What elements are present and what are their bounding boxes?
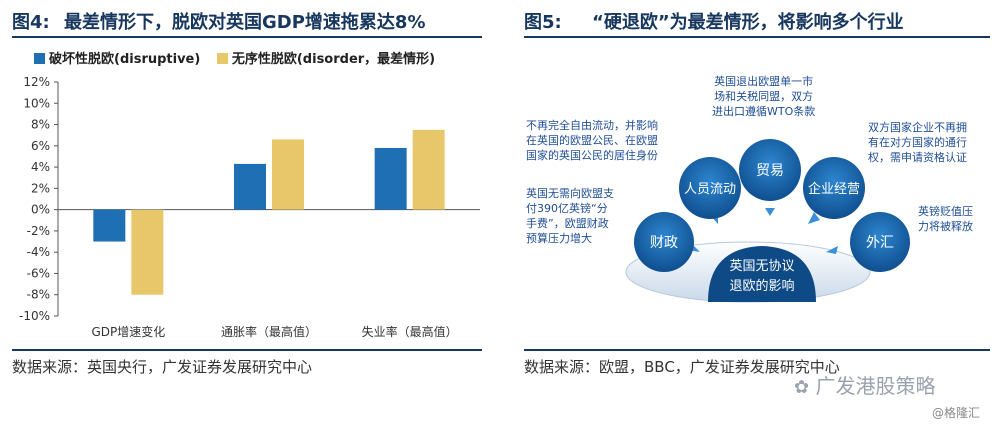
watermark-secondary: @格隆汇 — [932, 406, 981, 420]
circle-fx-label: 外汇 — [866, 235, 894, 251]
circle-fx — [850, 212, 910, 272]
annotation-business: 双方国家企业不再拥 有在对方国家的通行 权，需申请资格认证 — [868, 120, 967, 165]
right-source-rule — [524, 349, 990, 351]
x-tick-label: 失业率（最高值） — [362, 324, 458, 339]
bar-1-1 — [272, 139, 304, 210]
circle-business-label: 企业经营 — [808, 181, 860, 197]
annotation-finance-line-3: 预算压力增大 — [526, 232, 592, 245]
annotation-trade-line-0: 英国退出欧盟单一市 — [714, 75, 814, 88]
annotation-finance-line-2: 手费”，欧盟财政 — [526, 217, 609, 230]
annotation-business-line-1: 有在对方国家的通行 — [868, 136, 967, 149]
annotation-business-line-2: 权，需申请资格认证 — [868, 151, 967, 164]
circle-trade — [739, 139, 801, 201]
watermark: ✿ 广发港股策略 — [794, 370, 935, 399]
annotation-trade-line-1: 场和关税同盟，双方 — [714, 90, 814, 103]
left-figure-title-text: 最差情形下，脱欧对英国GDP增速拖累达8% — [64, 12, 426, 33]
annotation-labor-line-2: 国家的英国公民的居住身份 — [526, 149, 658, 162]
x-tick-label: 通胀率（最高值） — [221, 324, 317, 339]
annotation-finance-line-0: 英国无需向欧盟支 — [526, 187, 614, 200]
bar-chart: -10% -8% -6% -4% -2% 0% 2% 4% 6% 8% 10% 12% GDP增速变化 通… — [19, 75, 480, 339]
circle-labor — [679, 157, 741, 219]
watermark-text: 广发港股策略 — [815, 374, 936, 398]
y-tick-label: 10% — [23, 96, 50, 110]
wechat-icon: ✿ — [794, 377, 810, 398]
y-tick-label: 8% — [31, 118, 50, 132]
annotation-finance: 英国无需向欧盟支 付390亿英镑“分 手费”，欧盟财政 预算压力增大 — [526, 186, 614, 246]
annotation-trade-line-2: 进出口遵循WTO条款 — [712, 105, 816, 118]
y-tick-label: 12% — [23, 75, 50, 89]
legend-label-1: 无序性脱欧(disorder，最差情形) — [231, 52, 436, 67]
left-source: 数据来源：英国央行，广发证券发展研究中心 — [12, 358, 313, 376]
legend-label-0: 破坏性脱欧(disruptive) — [49, 52, 201, 67]
right-figure-title: 图5: “硬退欧”为最差情形，将影响多个行业 — [524, 8, 904, 34]
y-tick-label: -10% — [19, 309, 50, 323]
bar-2-0 — [374, 147, 407, 210]
y-tick-label: -8% — [27, 288, 50, 302]
right-source: 数据来源：欧盟，BBC，广发证券发展研究中心 — [524, 358, 840, 376]
annotation-finance-line-1: 付390亿英镑“分 — [526, 202, 608, 215]
legend-item-1: 无序性脱欧(disorder，最差情形) — [216, 52, 436, 67]
right-title-rule — [524, 36, 990, 38]
circle-business — [803, 157, 865, 219]
annotation-labor-line-1: 在英国的欧盟公民、在欧盟 — [526, 134, 658, 147]
annotation-trade: 英国退出欧盟单一市 场和关税同盟，双方 进出口遵循WTO条款 — [712, 74, 815, 119]
y-tick-label: 6% — [31, 139, 50, 153]
y-tick-label: -4% — [27, 245, 50, 259]
center-label-2: 退欧的影响 — [729, 278, 794, 294]
y-tick-label: -6% — [27, 266, 50, 280]
bar-2-1 — [412, 129, 445, 210]
annotation-fx: 英镑贬值压 力将被释放 — [918, 204, 973, 234]
left-source-rule — [12, 349, 482, 351]
annotation-fx-line-1: 力将被释放 — [918, 220, 973, 233]
right-figure-number: 图5: — [524, 12, 562, 33]
arrow-trade — [765, 208, 775, 216]
center-label-1: 英国无协议 — [729, 259, 794, 274]
annotation-fx-line-0: 英镑贬值压 — [918, 205, 973, 218]
y-tick-label: 4% — [31, 160, 50, 174]
bar-0-0 — [93, 209, 126, 242]
annotation-labor-line-0: 不再完全自由流动，并影响 — [526, 119, 658, 132]
y-tick-label: -2% — [27, 224, 50, 238]
annotation-labor: 不再完全自由流动，并影响 在英国的欧盟公民、在欧盟 国家的英国公民的居住身份 — [526, 118, 658, 163]
circle-trade-label: 贸易 — [756, 163, 784, 179]
legend-swatch-0 — [34, 53, 45, 64]
arrow-business — [808, 212, 820, 224]
left-title-rule — [12, 36, 482, 38]
right-panel: 图5: “硬退欧”为最差情形，将影响多个行业 财政 — [512, 0, 1000, 428]
legend-swatch-1 — [216, 53, 228, 64]
impact-diagram: 财政 人员流动 贸易 企业经营 外汇 英国无协议 退欧的影响 — [625, 139, 910, 303]
chart-legend: 破坏性脱欧(disruptive) 无序性脱欧(disorder，最差情形) — [34, 48, 447, 67]
bar-0-1 — [131, 209, 164, 295]
y-tick-label: 0% — [31, 203, 50, 217]
legend-item-0: 破坏性脱欧(disruptive) — [34, 52, 205, 67]
x-tick-label: GDP增速变化 — [91, 324, 165, 339]
left-figure-title: 图4: 最差情形下，脱欧对英国GDP增速拖累达8% — [12, 8, 425, 34]
circle-finance-label: 财政 — [650, 235, 678, 251]
center-dome — [708, 246, 816, 302]
bar-1-0 — [234, 163, 266, 210]
right-figure-title-text: “硬退欧”为最差情形，将影响多个行业 — [592, 12, 904, 33]
left-panel: 图4: 最差情形下，脱欧对英国GDP增速拖累达8% 破坏性脱欧(disrupti… — [0, 0, 492, 428]
arrow-fx — [826, 246, 838, 254]
circle-finance — [634, 212, 694, 272]
annotation-business-line-0: 双方国家企业不再拥 — [868, 121, 967, 134]
circle-labor-label: 人员流动 — [684, 182, 736, 197]
y-tick-label: 2% — [31, 181, 50, 195]
left-figure-number: 图4: — [12, 12, 50, 33]
